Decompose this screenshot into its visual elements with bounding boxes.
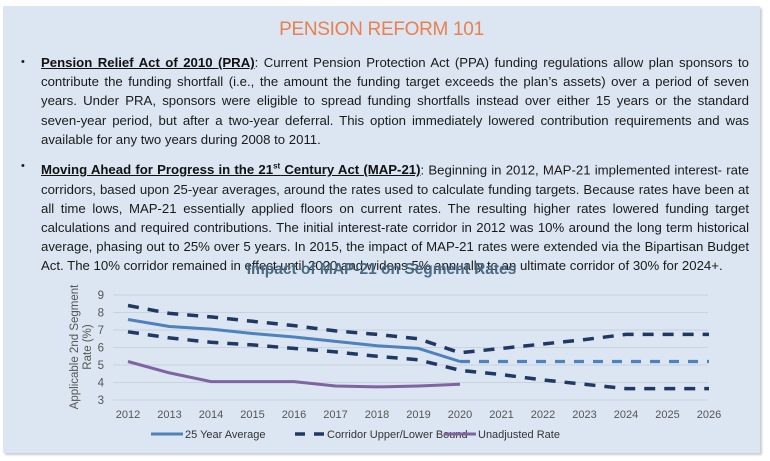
x-tick-label: 2015 — [240, 409, 264, 421]
x-tick-label: 2022 — [531, 409, 555, 421]
y-tick-label: 6 — [98, 343, 104, 355]
x-tick-label: 2017 — [323, 409, 347, 421]
bullet-pra: • Pension Relief Act of 2010 (PRA): Curr… — [21, 53, 749, 149]
x-tick-label: 2026 — [697, 409, 721, 421]
bullet-text: Pension Relief Act of 2010 (PRA): Curren… — [41, 53, 749, 149]
bullet-map21: • Moving Ahead for Progress in the 21st … — [21, 157, 749, 276]
y-tick-label: 5 — [98, 360, 104, 372]
page-title: PENSION REFORM 101 — [279, 19, 484, 40]
pension-reform-panel: PENSION REFORM 101 • Pension Relief Act … — [3, 6, 760, 453]
chart-title: Impact of MAP-21 on Segment Rates — [246, 261, 517, 278]
x-tick-label: 2020 — [448, 409, 472, 421]
bullet-body: : Beginning in 2012, MAP-21 implemented … — [41, 162, 749, 274]
x-tick-label: 2014 — [199, 409, 223, 421]
x-tick-label: 2018 — [365, 409, 389, 421]
legend-label-unadjusted-rate: Unadjusted Rate — [478, 429, 560, 441]
bullet-dot: • — [21, 160, 25, 172]
bullet-heading: Moving Ahead for Progress in the 21st Ce… — [41, 162, 421, 177]
y-tick-label: 7 — [98, 325, 104, 337]
y-tick-label: 4 — [98, 378, 105, 390]
x-tick-label: 2012 — [116, 409, 140, 421]
x-tick-label: 2016 — [282, 409, 306, 421]
bullet-dot: • — [21, 56, 25, 68]
y-axis-label: Applicable 2nd SegmentRate (%) — [69, 284, 94, 409]
heading-part: Century Act (MAP-21) — [280, 162, 421, 178]
x-tick-label: 2024 — [614, 409, 638, 421]
y-tick-label: 8 — [98, 308, 104, 320]
legend-label-25-year-average: 25 Year Average — [185, 429, 266, 441]
x-tick-label: 2021 — [489, 409, 513, 421]
series-line-corridor-upper-bound — [127, 303, 709, 355]
series-line-unadjusted-rate — [127, 360, 461, 389]
heading-sup: st — [273, 162, 281, 171]
bullet-body: : Current Pension Protection Act (PPA) f… — [41, 55, 750, 147]
heading-part: Moving Ahead for Progress in the 21 — [41, 162, 274, 178]
y-tick-label: 9 — [98, 290, 104, 302]
x-tick-label: 2019 — [406, 409, 430, 421]
bullet-text: Moving Ahead for Progress in the 21st Ce… — [41, 157, 749, 276]
line-chart: 3 4 5 6 7 8 9 Applicable 2nd SegmentRate (%) 201… — [69, 284, 721, 441]
x-tick-label: 2023 — [572, 409, 596, 421]
series-line-25-year-average — [127, 318, 461, 363]
legend-label-corridor-upper-lower-bound: Corridor Upper/Lower Bound — [327, 429, 468, 441]
x-tick-label: 2013 — [157, 409, 181, 421]
x-tick-label: 2025 — [655, 409, 679, 421]
y-tick-label: 3 — [98, 395, 104, 407]
series-line-corridor-lower-bound — [127, 330, 709, 391]
bullet-heading: Pension Relief Act of 2010 (PRA) — [41, 55, 255, 70]
